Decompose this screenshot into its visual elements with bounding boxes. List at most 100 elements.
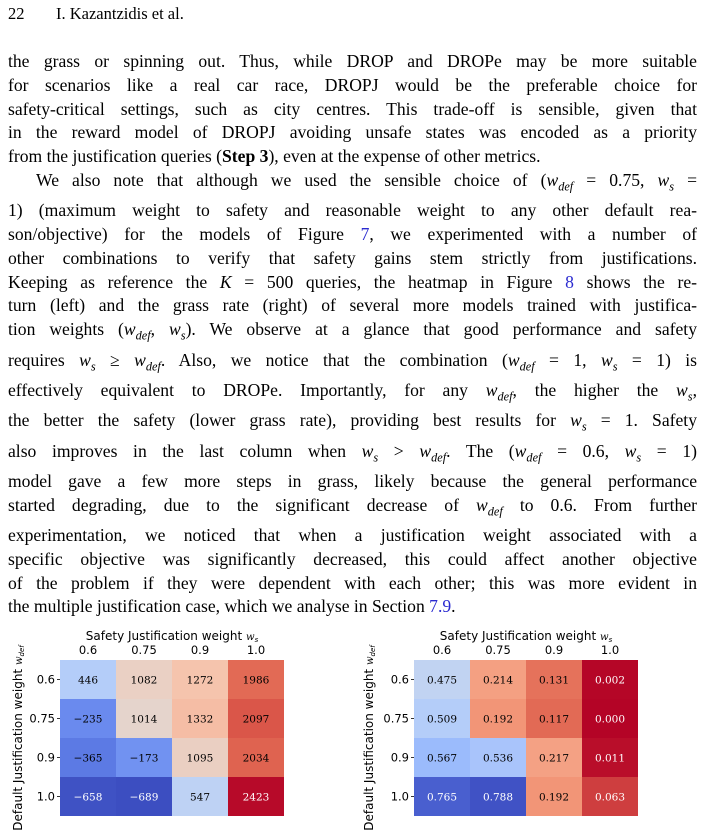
x-tick-label: 0.9 [191,643,209,657]
heatmap-cell [228,699,284,738]
heatmap-cell [470,738,526,777]
cell-value-label: 446 [78,675,98,687]
text-line: requires ws ≥ wdef. Also, we notice that… [8,349,697,374]
y-axis-label: Default Justification weight wdef [11,644,26,830]
heatmap-cell [172,777,228,816]
heatmap-cell [228,777,284,816]
cell-value-label: 0.765 [427,792,457,804]
y-axis-label: Default Justification weight wdef [362,644,377,830]
cell-value-label: 0.011 [595,753,625,765]
heatmap-return-svg: Safety Justification weight ws0.6 0.75 0.9… [11,629,284,830]
cell-value-label: −365 [74,753,103,765]
text-line: tion weights (wdef, ws). We observe at a… [8,319,697,343]
cell-value-label: −235 [74,714,103,726]
cell-value-label: 2423 [243,792,270,804]
heatmap-cell [414,738,470,777]
cell-value-label: 1095 [187,753,214,765]
running-header: 22 I. Kazantzidis et al. [8,4,184,24]
heatmap-cell [526,777,582,816]
heatmap-cell [526,699,582,738]
cell-value-label: −658 [74,792,103,804]
text-line: other combinations to verify that safety… [8,247,697,268]
cell-value-label: 0.117 [539,714,569,726]
cell-value-label: 2097 [243,714,270,726]
text-line: effectively equivalent to DROPe. Importa… [8,379,697,404]
heatmap-cell [228,738,284,777]
y-tick-label: 0.9 [37,751,55,765]
heatmap-cell [172,660,228,699]
body-text: the grass or spinning out. Thus, while D… [8,50,697,619]
x-axis-label: Safety Justification weight ws [86,629,259,644]
y-tick-label: 0.75 [383,712,409,726]
heatmap-cell [470,660,526,699]
text-line: of the problem if they were dependent wi… [8,572,697,593]
heatmap-cell [172,738,228,777]
cell-value-label: 0.217 [539,753,569,765]
heatmap-grass-rate-svg: Safety Justification weight ws0.6 0.75 0.9… [362,629,638,830]
cell-value-label: 0.475 [427,675,457,687]
x-tick-label: 1.0 [247,643,265,657]
heatmap-cell [116,738,172,777]
x-tick-label: 1.0 [601,643,619,657]
cell-value-label: 0.567 [427,753,457,765]
heatmap-cell [526,660,582,699]
text-line: We also note that although we used the s… [36,169,697,194]
heatmap-cell [582,777,638,816]
heatmap-cell [116,699,172,738]
text-line: turn (left) and the grass rate (right) o… [8,295,697,316]
y-tick-label: 0.9 [391,751,409,765]
heatmap-cell [582,660,638,699]
text-line: the grass or spinning out. Thus, while D… [8,51,697,71]
heatmap-cell [60,660,116,699]
text-line: model gave a few more steps in grass, li… [8,470,697,491]
running-authors: I. Kazantzidis et al. [56,4,184,23]
text-line: 1) (maximum weight to safety and reasona… [8,200,697,221]
cell-value-label: 0.063 [595,792,625,804]
heatmap-cell [172,699,228,738]
cell-value-label: 0.509 [427,714,457,726]
heatmap-cell [228,660,284,699]
x-tick-label: 0.9 [545,643,563,657]
cell-value-label: 0.214 [483,675,513,687]
text-line: from the justification queries (Step 3),… [8,146,541,167]
cell-value-label: 1272 [187,675,214,687]
heatmap-cell [582,738,638,777]
text-line: specific objective was significantly dec… [8,548,697,569]
heatmap-cell [60,699,116,738]
y-tick-label: 0.6 [37,673,55,687]
cell-value-label: 0.788 [483,792,513,804]
x-tick-label: 0.6 [79,643,97,657]
heatmap-cell [582,699,638,738]
heatmap-cell [470,699,526,738]
y-tick-label: 1.0 [391,790,409,804]
heatmap-cell [414,660,470,699]
heatmap-cell [116,660,172,699]
heatmap-cell [414,699,470,738]
y-tick-label: 0.75 [29,712,55,726]
heatmap-cell [116,777,172,816]
cell-value-label: 1332 [187,714,214,726]
heatmap-cell [414,777,470,816]
text-line: safety-critical settings, such as city c… [8,98,697,119]
cell-value-label: 1014 [131,714,158,726]
cell-value-label: 0.000 [595,714,625,726]
text-line: in the reward model of DROPJ avoiding un… [8,122,697,143]
text-line: son/objective) for the models of Figure … [8,224,697,245]
text-line: for scenarios like a real car race, DROP… [8,74,697,95]
text-line: Keeping as reference the K = 500 queries… [8,271,697,292]
x-axis-label: Safety Justification weight ws [440,629,613,644]
heatmap-cell [526,738,582,777]
text-line: the better the safety (lower grass rate)… [8,410,697,434]
text-line: experimentation, we noticed that when a … [8,524,697,545]
cell-value-label: 0.131 [539,675,569,687]
heatmap-cell [60,777,116,816]
heatmap-cell [60,738,116,777]
text-line: also improves in the last column when ws… [8,440,697,465]
cell-value-label: 1986 [243,675,270,687]
heatmap-cell [470,777,526,816]
x-tick-label: 0.75 [131,643,157,657]
text-line: the multiple justification case, which w… [8,596,456,617]
cell-value-label: 0.002 [595,675,625,687]
cell-value-label: −173 [130,753,159,765]
